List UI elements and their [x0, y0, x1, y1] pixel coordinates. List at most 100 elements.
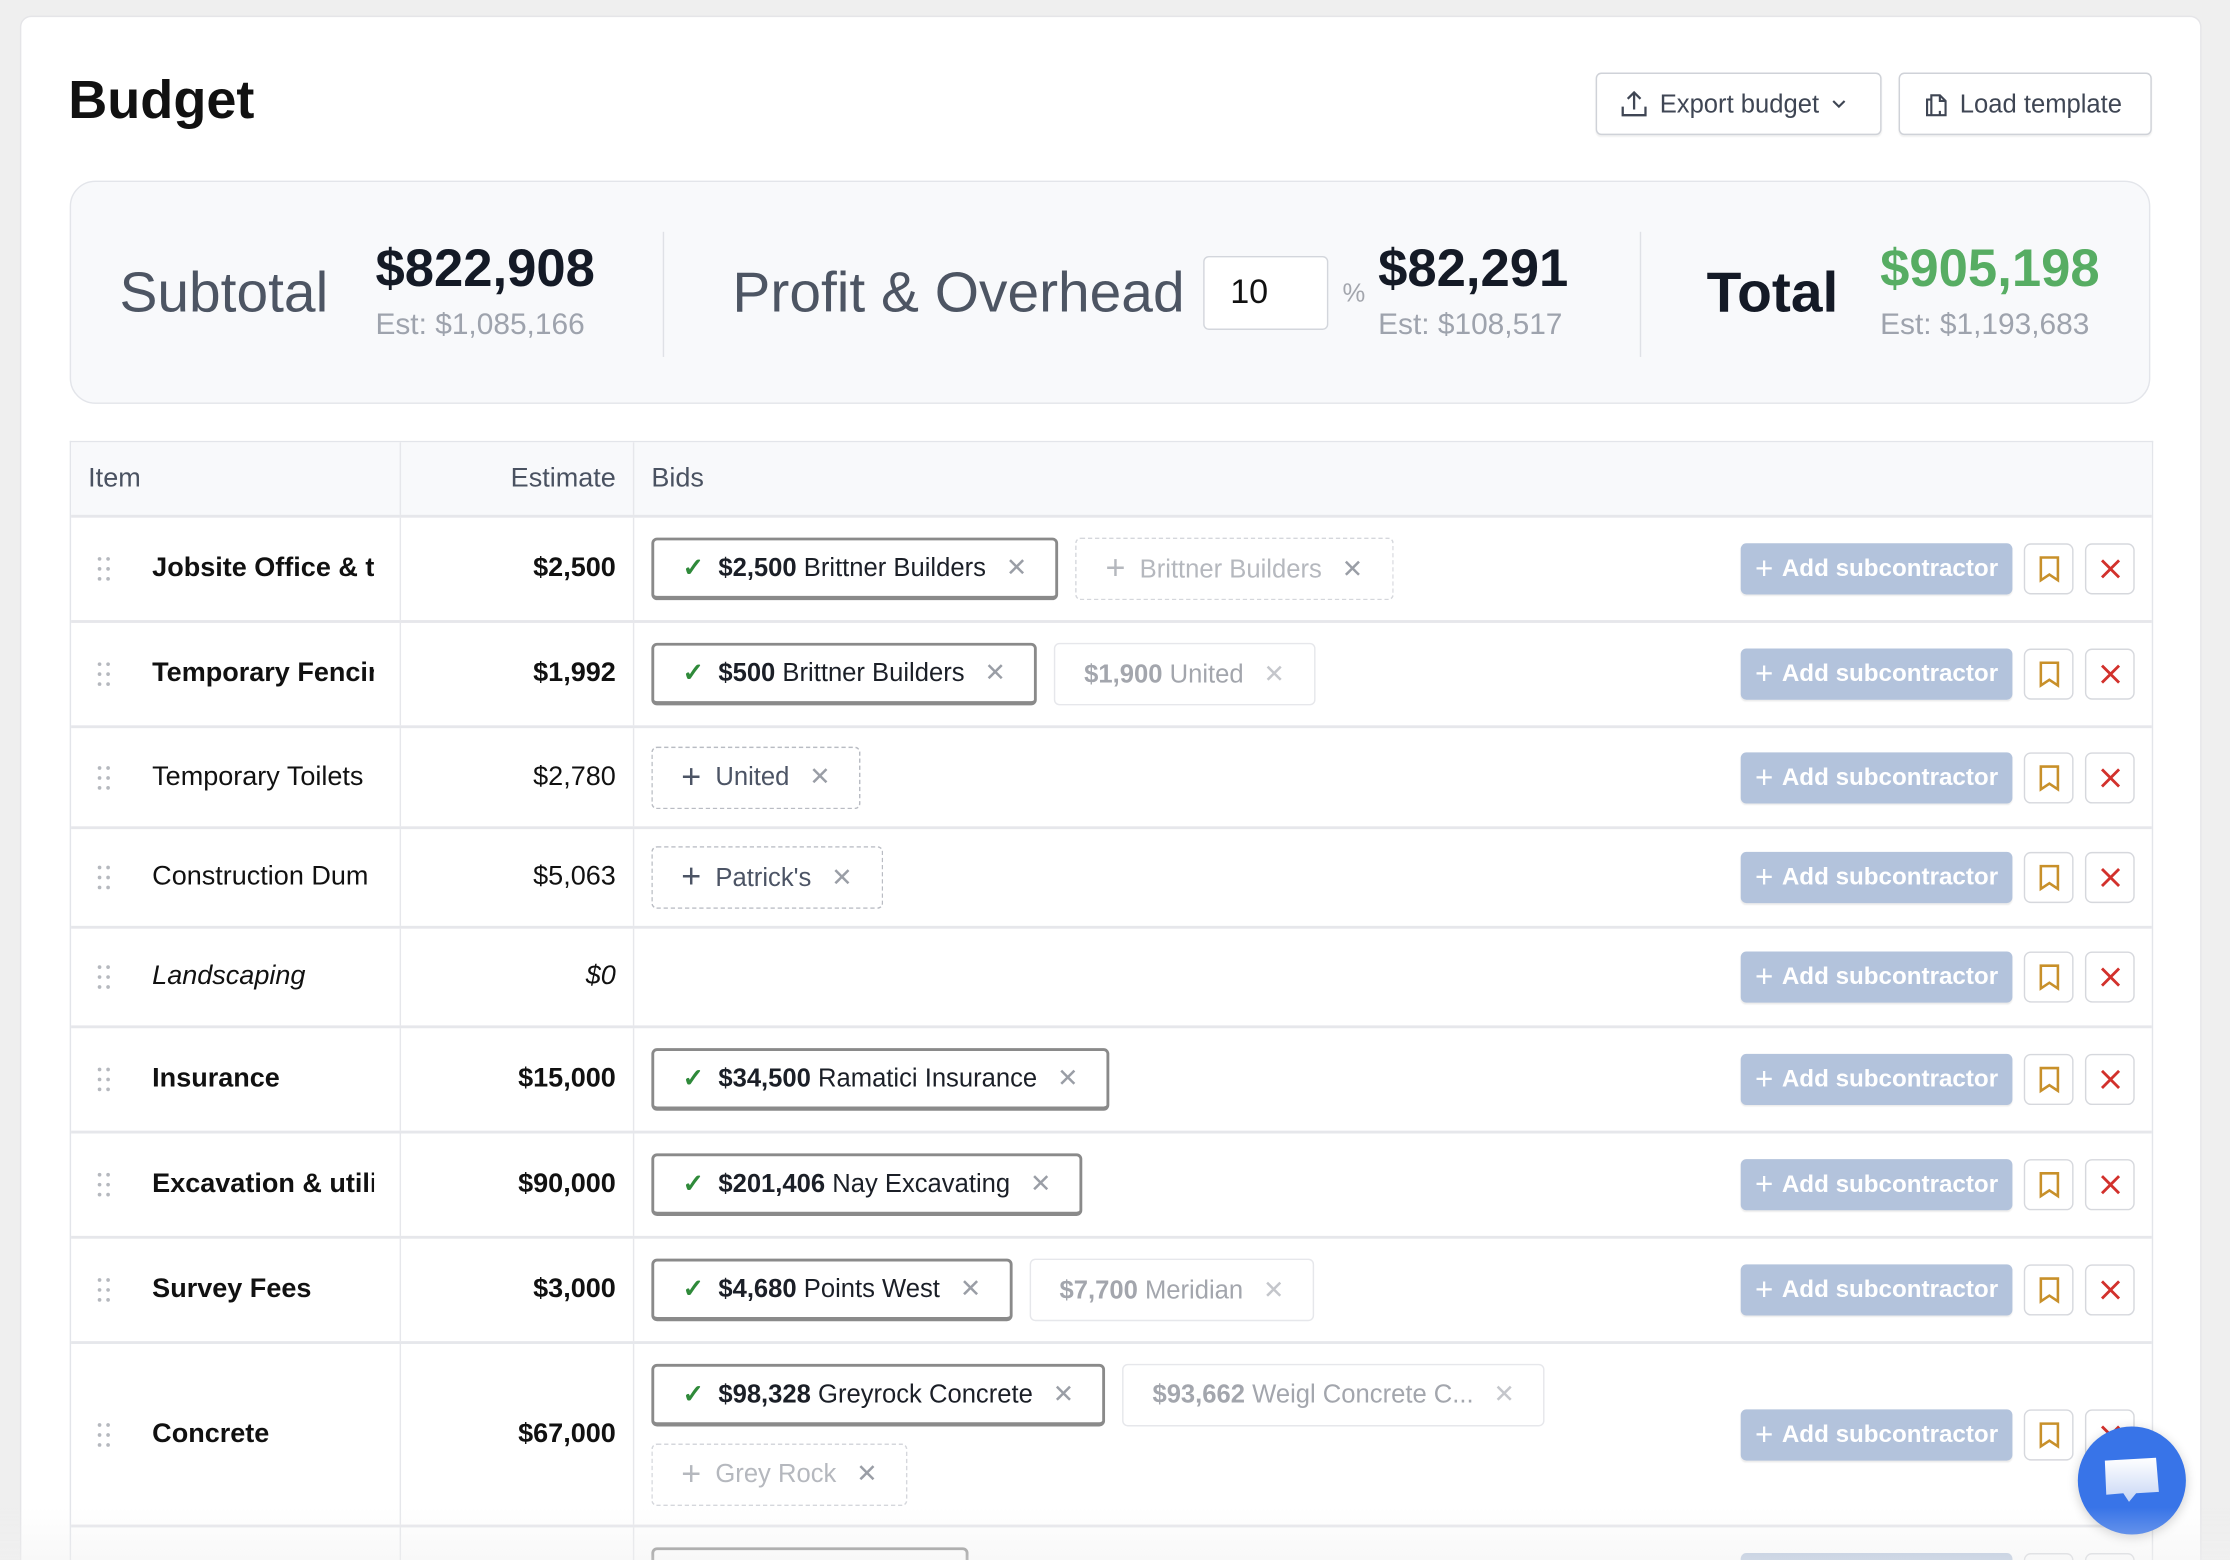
drag-handle-icon[interactable] [97, 1277, 111, 1303]
suggested-vendor-chip[interactable]: + United ✕ [651, 745, 861, 809]
selected-bid-chip[interactable]: ✓ $2,500 Brittner Builders ✕ [651, 537, 1059, 601]
suggested-vendor-chip[interactable]: + Grey Rock ✕ [651, 1442, 908, 1506]
bookmark-button[interactable] [2023, 1159, 2074, 1211]
bookmark-button[interactable] [2023, 543, 2074, 595]
drag-handle-icon[interactable] [97, 556, 111, 582]
bids-cell: ✓ $4,680 Points West ✕ $7,700 Meridian ✕ + Ad… [634, 1239, 2151, 1341]
delete-row-button[interactable] [2084, 543, 2135, 595]
estimate-cell[interactable]: $2,500 [401, 517, 635, 621]
item-name[interactable]: Concrete [152, 1418, 270, 1449]
delete-row-button[interactable] [2084, 1159, 2135, 1211]
bid-chip[interactable]: $93,662 Weigl Concrete C... ✕ [1122, 1363, 1545, 1426]
close-icon[interactable]: ✕ [831, 862, 853, 892]
close-icon[interactable]: ✕ [984, 658, 1006, 687]
estimate-cell[interactable]: $10,000 [401, 1527, 635, 1560]
export-budget-button[interactable]: Export budget [1595, 72, 1882, 136]
add-subcontractor-button[interactable]: +Add subcontractor [1740, 951, 2013, 1003]
delete-row-button[interactable] [2084, 951, 2135, 1003]
close-icon[interactable]: ✕ [1493, 1379, 1516, 1408]
add-subcontractor-button[interactable]: +Add subcontractor [1740, 543, 2013, 595]
bids-cell: ✓ $2,500 Brittner Builders ✕ + Brittner Buil… [634, 518, 2151, 620]
add-subcontractor-button[interactable]: +Add subcontractor [1740, 1264, 2013, 1316]
selected-bid-chip[interactable]: ✓ $500 Brittner Builders ✕ [651, 642, 1038, 706]
selected-bid-chip[interactable]: ✓ $98,328 Greyrock Concrete ✕ [651, 1363, 1106, 1426]
load-template-button[interactable]: Load template [1898, 72, 2152, 136]
item-name[interactable]: Landscaping [152, 961, 306, 992]
estimate-cell[interactable]: $67,000 [401, 1343, 635, 1525]
table-row: Interior Metal or \ $10,000 ✓$1,200 Amaz… [71, 1527, 2152, 1560]
selected-bid-chip[interactable]: ✓ $4,680 Points West ✕ [651, 1258, 1013, 1322]
close-icon[interactable]: ✕ [1263, 1274, 1285, 1304]
delete-row-button[interactable] [2084, 751, 2135, 803]
estimate-cell[interactable]: $15,000 [401, 1028, 635, 1131]
item-name[interactable]: Jobsite Office & te [152, 553, 375, 584]
profit-overhead-percent-input[interactable] [1203, 255, 1329, 330]
close-icon[interactable]: ✕ [1263, 659, 1285, 688]
add-subcontractor-button[interactable]: +Add subcontractor [1740, 648, 2013, 700]
drag-handle-icon[interactable] [97, 1067, 111, 1093]
estimate-cell[interactable]: $2,780 [401, 728, 635, 827]
chat-button[interactable] [2077, 1426, 2186, 1535]
item-name[interactable]: Construction Dum [152, 861, 369, 892]
item-name[interactable]: Survey Fees [152, 1274, 312, 1305]
estimate-cell[interactable]: $3,000 [401, 1238, 635, 1342]
close-icon[interactable]: ✕ [1030, 1169, 1052, 1198]
close-icon[interactable]: ✕ [1052, 1378, 1075, 1408]
bookmark-button[interactable] [2023, 1053, 2074, 1106]
drag-handle-icon[interactable] [97, 1172, 111, 1198]
bookmark-button[interactable] [2023, 751, 2074, 803]
delete-row-button[interactable] [2084, 1553, 2135, 1560]
bid-vendor: Brittner Builders [1139, 553, 1322, 583]
estimate-cell[interactable]: $1,992 [401, 622, 635, 726]
add-subcontractor-button[interactable]: +Add subcontractor [1740, 1159, 2013, 1211]
drag-handle-icon[interactable] [97, 1421, 111, 1447]
table-row: Survey Fees $3,000 ✓ $4,680 Points West ✕ $… [71, 1238, 2152, 1344]
item-name[interactable]: Excavation & utili [152, 1169, 375, 1199]
drag-handle-icon[interactable] [97, 865, 111, 891]
bid-list: ✓$1,200 Amazon✕ [651, 1547, 969, 1560]
item-name[interactable]: Insurance [152, 1063, 280, 1094]
delete-row-button[interactable] [2084, 851, 2135, 904]
delete-row-button[interactable] [2084, 648, 2135, 700]
delete-row-button[interactable] [2084, 1053, 2135, 1106]
close-icon[interactable]: ✕ [856, 1459, 878, 1488]
item-name[interactable]: Temporary Toilets [152, 761, 364, 792]
add-subcontractor-button[interactable]: +Add subcontractor [1740, 751, 2013, 803]
drag-handle-icon[interactable] [97, 661, 111, 687]
bid-amount: $7,700 [1059, 1274, 1138, 1304]
close-icon[interactable]: ✕ [809, 762, 831, 791]
estimate-cell[interactable]: $0 [401, 928, 635, 1026]
close-icon[interactable]: ✕ [1057, 1063, 1079, 1093]
close-icon[interactable]: ✕ [1005, 553, 1028, 582]
load-template-label: Load template [1959, 88, 2123, 118]
estimate-cell[interactable]: $5,063 [401, 829, 635, 926]
suggested-vendor-chip[interactable]: + Patrick's ✕ [651, 846, 883, 909]
close-icon[interactable]: ✕ [1341, 553, 1364, 583]
bookmark-button[interactable] [2023, 1264, 2074, 1316]
add-subcontractor-button[interactable]: +Add subcontractor [1740, 1408, 2013, 1460]
bookmark-button[interactable] [2023, 951, 2074, 1003]
add-subcontractor-button[interactable]: +Add subcontractor [1740, 851, 2013, 904]
bid-vendor: Nay Excavating [832, 1169, 1011, 1198]
bookmark-button[interactable] [2023, 648, 2074, 700]
bookmark-button[interactable] [2023, 1408, 2074, 1460]
selected-bid-chip[interactable]: ✓ $201,406 Nay Excavating ✕ [651, 1153, 1083, 1216]
selected-bid-chip[interactable]: ✓ $34,500 Ramatici Insurance ✕ [651, 1048, 1110, 1111]
copy-icon [1926, 94, 1947, 117]
bookmark-button[interactable] [2023, 851, 2074, 904]
bid-chip[interactable]: $1,900 United ✕ [1054, 642, 1315, 706]
suggested-vendor-chip[interactable]: + Brittner Builders ✕ [1075, 537, 1394, 601]
drag-handle-icon[interactable] [97, 764, 111, 790]
bookmark-button[interactable] [2023, 1553, 2074, 1560]
close-icon[interactable]: ✕ [959, 1274, 982, 1303]
bid-vendor: Points West [803, 1274, 940, 1303]
selected-bid-chip[interactable]: ✓$1,200 Amazon✕ [651, 1547, 969, 1560]
add-subcontractor-button[interactable]: +Add subcontractor [1740, 1053, 2013, 1106]
drag-handle-icon[interactable] [97, 964, 111, 990]
table-row: Jobsite Office & te $2,500 ✓ $2,500 Britt… [71, 517, 2152, 623]
estimate-cell[interactable]: $90,000 [401, 1133, 635, 1236]
delete-row-button[interactable] [2084, 1264, 2135, 1316]
item-name[interactable]: Temporary Fencin [152, 658, 375, 689]
bid-chip[interactable]: $7,700 Meridian ✕ [1029, 1258, 1315, 1322]
add-subcontractor-button[interactable]: +Add subcontractor [1740, 1553, 2013, 1560]
